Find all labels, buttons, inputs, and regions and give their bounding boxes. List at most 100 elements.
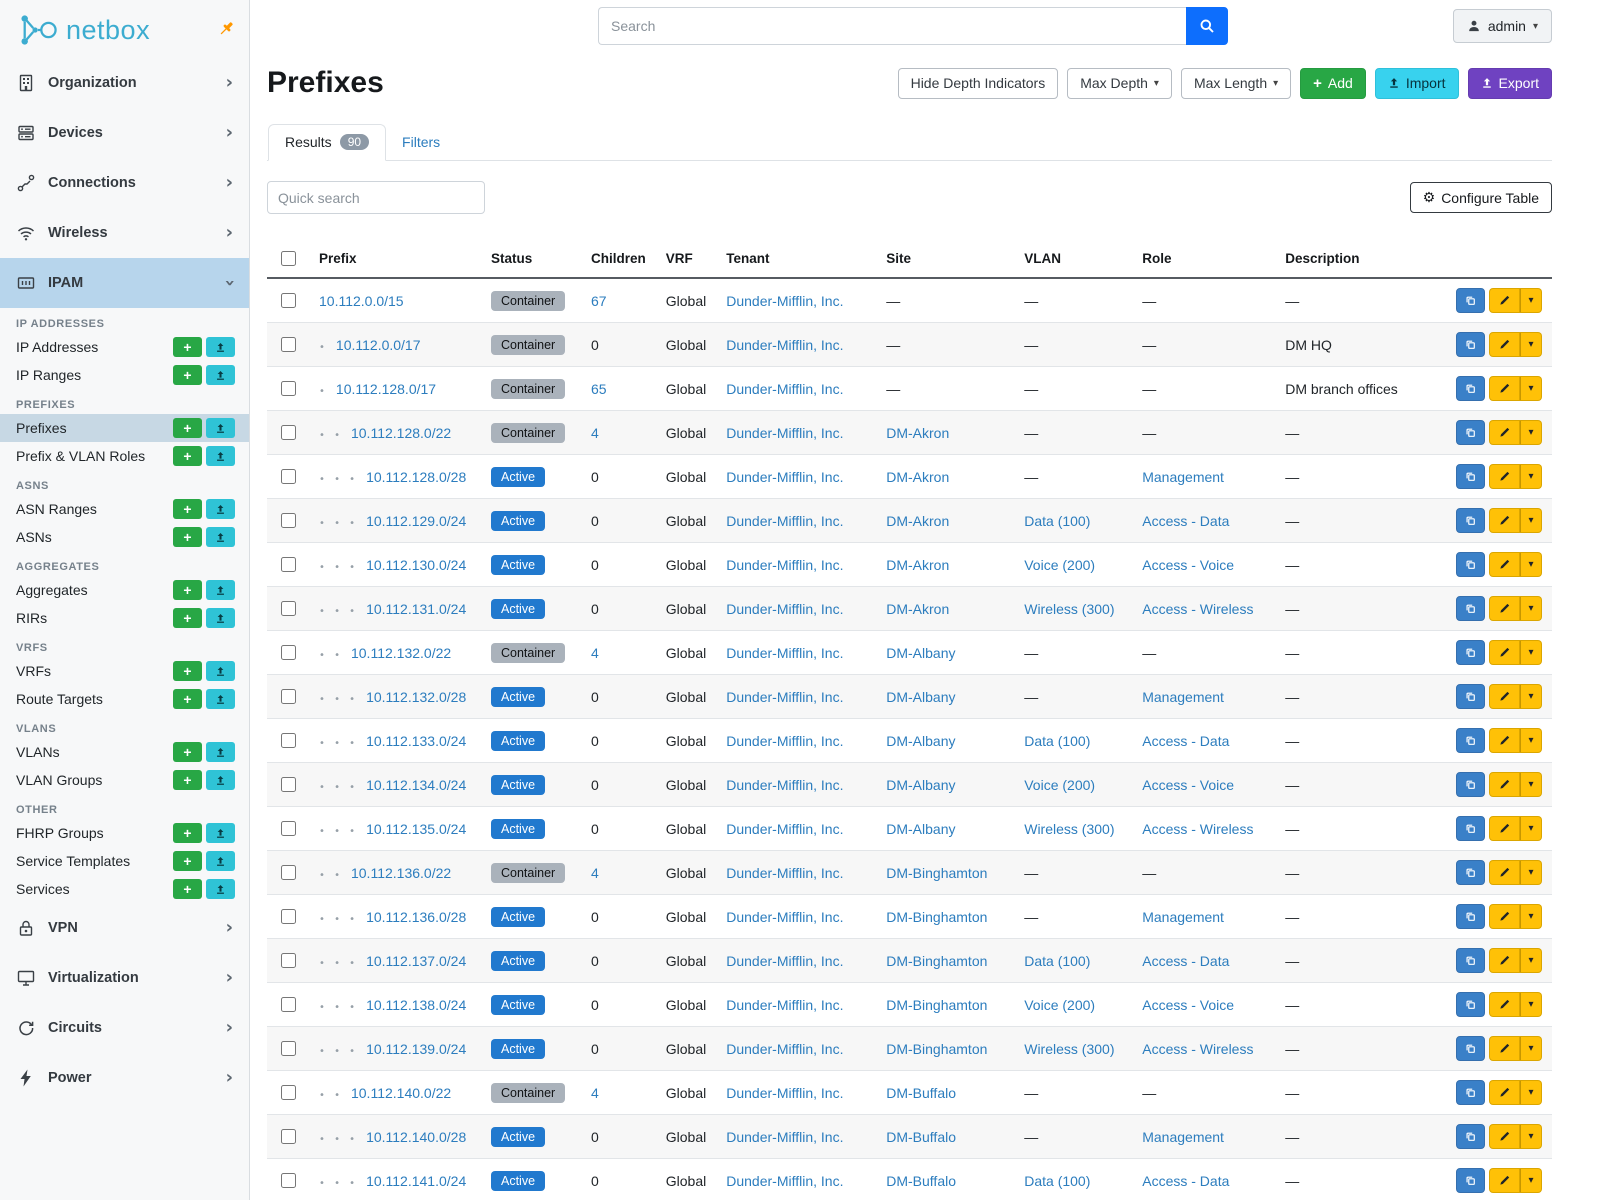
edit-button[interactable] [1489, 948, 1520, 973]
role-link[interactable]: Access - Data [1142, 1172, 1230, 1189]
search-button[interactable] [1186, 7, 1228, 45]
role-link[interactable]: Access - Voice [1142, 996, 1235, 1013]
clone-button[interactable] [1456, 860, 1485, 885]
tenant-link[interactable]: Dunder-Mifflin, Inc. [726, 1084, 844, 1101]
column-header-children[interactable]: Children [581, 240, 656, 279]
vlan-link[interactable]: Data (100) [1024, 732, 1091, 749]
edit-button[interactable] [1489, 508, 1520, 533]
clone-button[interactable] [1456, 728, 1485, 753]
clone-button[interactable] [1456, 464, 1485, 489]
edit-button[interactable] [1489, 552, 1520, 577]
add-button[interactable]: + Add [1300, 67, 1366, 99]
quick-add-button[interactable]: + [173, 418, 202, 438]
edit-dropdown-button[interactable]: ▾ [1520, 1036, 1542, 1061]
edit-dropdown-button[interactable]: ▾ [1520, 376, 1542, 401]
sidebar-item-devices[interactable]: Devices › [0, 108, 249, 158]
quick-import-button[interactable] [206, 499, 235, 519]
quick-import-button[interactable] [206, 580, 235, 600]
site-link[interactable]: DM-Buffalo [886, 1084, 957, 1101]
clone-button[interactable] [1456, 552, 1485, 577]
quick-add-button[interactable]: + [173, 770, 202, 790]
prefix-link[interactable]: 10.112.133.0/24 [366, 732, 467, 749]
role-link[interactable]: Access - Wireless [1142, 600, 1254, 617]
edit-dropdown-button[interactable]: ▾ [1520, 596, 1542, 621]
prefix-link[interactable]: 10.112.0.0/17 [335, 336, 421, 353]
quick-add-button[interactable]: + [173, 337, 202, 357]
prefix-link[interactable]: 10.112.138.0/24 [366, 996, 467, 1013]
edit-dropdown-button[interactable]: ▾ [1520, 948, 1542, 973]
edit-dropdown-button[interactable]: ▾ [1520, 508, 1542, 533]
sidebar-item-vpn[interactable]: VPN › [0, 903, 249, 953]
tenant-link[interactable]: Dunder-Mifflin, Inc. [726, 292, 844, 309]
tenant-link[interactable]: Dunder-Mifflin, Inc. [726, 952, 844, 969]
sidebar-item-route-targets[interactable]: Route Targets + [0, 685, 249, 713]
edit-dropdown-button[interactable]: ▾ [1520, 728, 1542, 753]
edit-button[interactable] [1489, 464, 1520, 489]
site-link[interactable]: DM-Buffalo [886, 1128, 957, 1145]
import-button[interactable]: Import [1374, 67, 1459, 99]
tenant-link[interactable]: Dunder-Mifflin, Inc. [726, 732, 844, 749]
quick-add-button[interactable]: + [173, 365, 202, 385]
site-link[interactable]: DM-Albany [886, 776, 956, 793]
clone-button[interactable] [1456, 288, 1485, 313]
edit-button[interactable] [1489, 772, 1520, 797]
children-count-link[interactable]: 4 [591, 424, 599, 441]
tenant-link[interactable]: Dunder-Mifflin, Inc. [726, 1128, 844, 1145]
row-checkbox[interactable] [281, 953, 296, 968]
role-link[interactable]: Access - Voice [1142, 776, 1235, 793]
row-checkbox[interactable] [281, 293, 296, 308]
edit-button[interactable] [1489, 420, 1520, 445]
column-header-description[interactable]: Description [1275, 240, 1440, 279]
row-checkbox[interactable] [281, 513, 296, 528]
edit-dropdown-button[interactable]: ▾ [1520, 904, 1542, 929]
export-button[interactable]: Export [1467, 67, 1552, 99]
column-header-prefix[interactable]: Prefix [309, 240, 481, 279]
clone-button[interactable] [1456, 948, 1485, 973]
edit-button[interactable] [1489, 1036, 1520, 1061]
prefix-link[interactable]: 10.112.128.0/28 [366, 468, 467, 485]
row-checkbox[interactable] [281, 469, 296, 484]
site-link[interactable]: DM-Albany [886, 732, 956, 749]
clone-button[interactable] [1456, 596, 1485, 621]
vlan-link[interactable]: Data (100) [1024, 952, 1091, 969]
edit-button[interactable] [1489, 1168, 1520, 1193]
user-menu-button[interactable]: admin ▾ [1452, 9, 1552, 43]
edit-button[interactable] [1489, 992, 1520, 1017]
sidebar-item-wireless[interactable]: Wireless › [0, 208, 249, 258]
clone-button[interactable] [1456, 1124, 1485, 1149]
tenant-link[interactable]: Dunder-Mifflin, Inc. [726, 996, 844, 1013]
tab-results[interactable]: Results 90 [268, 124, 387, 161]
site-link[interactable]: DM-Binghamton [886, 996, 988, 1013]
row-checkbox[interactable] [281, 645, 296, 660]
row-checkbox[interactable] [281, 601, 296, 616]
quick-search-input[interactable] [267, 181, 485, 214]
quick-import-button[interactable] [206, 446, 235, 466]
quick-add-button[interactable]: + [173, 661, 202, 681]
row-checkbox[interactable] [281, 909, 296, 924]
prefix-link[interactable]: 10.112.134.0/24 [366, 776, 467, 793]
quick-add-button[interactable]: + [173, 851, 202, 871]
quick-add-button[interactable]: + [173, 823, 202, 843]
edit-dropdown-button[interactable]: ▾ [1520, 640, 1542, 665]
row-checkbox[interactable] [281, 865, 296, 880]
role-link[interactable]: Access - Wireless [1142, 1040, 1254, 1057]
children-count-link[interactable]: 4 [591, 1084, 599, 1101]
quick-add-button[interactable]: + [173, 580, 202, 600]
tenant-link[interactable]: Dunder-Mifflin, Inc. [726, 688, 844, 705]
prefix-link[interactable]: 10.112.140.0/22 [350, 1084, 452, 1101]
column-header-status[interactable]: Status [481, 240, 581, 279]
prefix-link[interactable]: 10.112.136.0/22 [350, 864, 452, 881]
clone-button[interactable] [1456, 376, 1485, 401]
site-link[interactable]: DM-Buffalo [886, 1172, 957, 1189]
role-link[interactable]: Management [1142, 1128, 1224, 1145]
vlan-link[interactable]: Voice (200) [1024, 556, 1096, 573]
sidebar-item-organization[interactable]: Organization › [0, 58, 249, 108]
hide-depth-indicators-button[interactable]: Hide Depth Indicators [897, 67, 1059, 99]
quick-import-button[interactable] [206, 418, 235, 438]
edit-button[interactable] [1489, 728, 1520, 753]
clone-button[interactable] [1456, 1036, 1485, 1061]
max-length-dropdown[interactable]: Max Length ▾ [1180, 67, 1292, 99]
netbox-logo[interactable]: netbox [0, 0, 249, 58]
tenant-link[interactable]: Dunder-Mifflin, Inc. [726, 336, 844, 353]
quick-import-button[interactable] [206, 879, 235, 899]
